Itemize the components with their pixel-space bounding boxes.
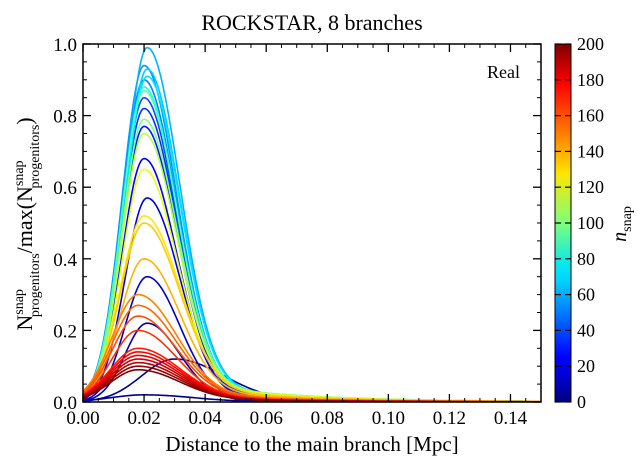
colorbar-axis: 0 20 40 60 80 100 120 140 160 180 200: [555, 34, 604, 412]
series-line-snap-135: [83, 222, 541, 402]
series-line-snap-65: [83, 68, 541, 402]
y-label-end: ): [12, 117, 37, 124]
colorbar-tick-label: 100: [577, 213, 604, 233]
y-tick-label: 0.4: [53, 250, 77, 271]
colorbar-tick-label: 160: [577, 106, 604, 126]
x-axis: 0.00 0.02 0.04 0.06 0.08 0.10 0.12 0.14: [66, 44, 528, 429]
chart-title: ROCKSTAR, 8 branches: [201, 10, 422, 35]
y-tick-label: 0.2: [53, 321, 77, 342]
x-tick-label: 0.04: [189, 408, 223, 429]
x-tick-label: 0.08: [311, 408, 344, 429]
series-line-snap-140: [83, 257, 541, 402]
series-line-snap-40: [83, 96, 541, 402]
series-line-snap-100: [83, 118, 541, 402]
series-line-snap-165: [83, 329, 541, 402]
colorbar-tick-label: 60: [577, 285, 595, 305]
series-line-snap-15: [83, 275, 541, 402]
colorbar-tick-label: 0: [577, 392, 586, 412]
colorbar-label: nsnap: [609, 206, 635, 242]
x-tick-label: 0.02: [127, 408, 160, 429]
series-line-snap-120: [83, 168, 541, 402]
svg-text:Nsnapprogenitors/max(Nsnapprog: Nsnapprogenitors/max(Nsnapprogenitors): [12, 117, 43, 330]
series-line-snap-90: [83, 89, 541, 402]
y-tick-label: 1.0: [53, 35, 77, 56]
y-label-sub2: progenitors: [28, 125, 43, 189]
y-label-n1: N: [12, 315, 37, 331]
x-tick-label: 0.12: [433, 408, 466, 429]
x-axis-label: Distance to the main branch [Mpc]: [165, 432, 458, 456]
colorbar-tick-label: 200: [577, 34, 604, 54]
series-line-snap-60: [83, 46, 541, 402]
x-tick-label: 0.06: [250, 408, 283, 429]
colorbar-tick-label: 140: [577, 141, 604, 161]
y-label-sup2: snap: [12, 160, 27, 186]
y-tick-label: 0.8: [53, 107, 77, 128]
series-line-snap-160: [83, 315, 541, 402]
annotation-real: Real: [487, 62, 520, 82]
colorbar-tick-label: 180: [577, 70, 604, 90]
series-line-snap-25: [83, 157, 541, 402]
y-axis: 0.0 0.2 0.4 0.6 0.8 1.0: [53, 35, 541, 414]
y-tick-label: 0.0: [53, 393, 77, 414]
y-label-sup1: snap: [12, 289, 27, 315]
colorbar-tick-label: 20: [577, 356, 595, 376]
colorbar-tick-label: 120: [577, 177, 604, 197]
colorbar-label-main: n: [609, 232, 631, 242]
colorbar-tick-label: 80: [577, 249, 595, 269]
x-tick-label: 0.10: [372, 408, 405, 429]
series-line-snap-130: [83, 215, 541, 402]
y-tick-label: 0.6: [53, 178, 77, 199]
x-tick-label: 0.00: [66, 408, 99, 429]
colorbar-label-sub: snap: [620, 206, 635, 232]
y-axis-label: Nsnapprogenitors/max(Nsnapprogenitors): [12, 117, 43, 330]
y-label-sub1: progenitors: [28, 253, 43, 317]
series-line-snap-170: [83, 347, 541, 402]
series-group: [83, 46, 541, 402]
svg-text:nsnap: nsnap: [609, 206, 635, 242]
x-tick-label: 0.14: [494, 408, 528, 429]
y-label-mid: /max(N: [12, 186, 37, 253]
colorbar-tick-label: 40: [577, 320, 595, 340]
